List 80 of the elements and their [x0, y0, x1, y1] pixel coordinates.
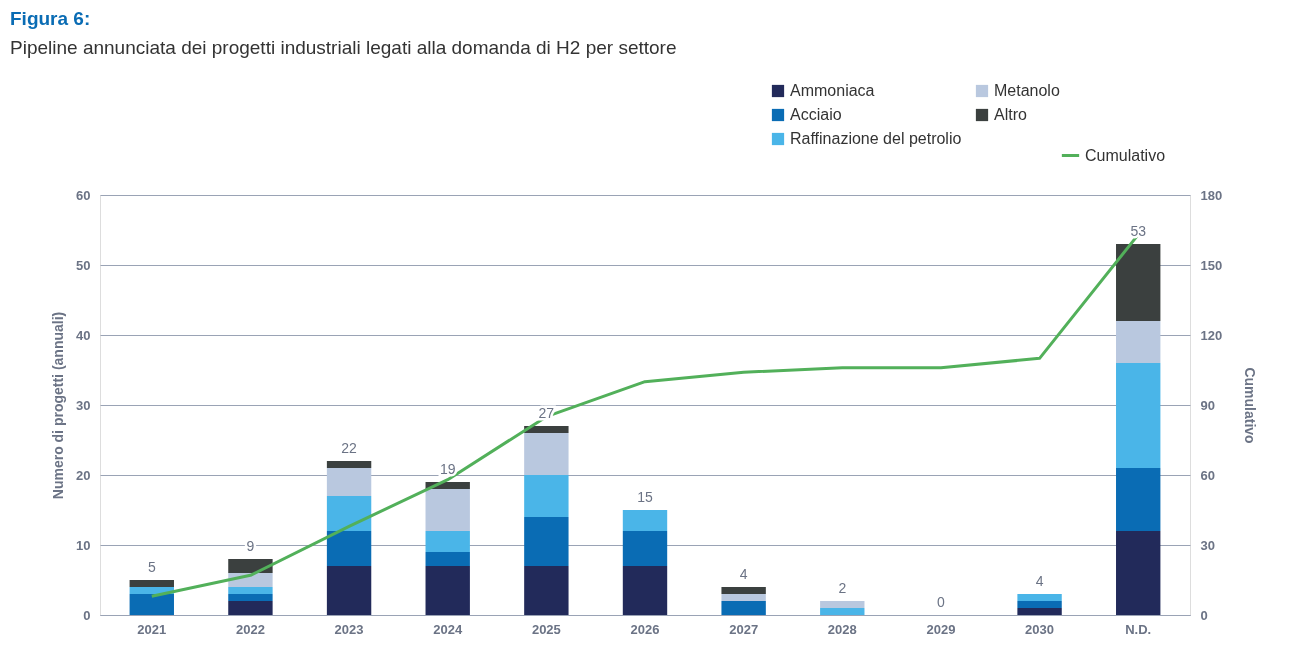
bar — [228, 587, 273, 594]
y2-tick-label: 150 — [1200, 257, 1223, 273]
bar — [524, 566, 569, 615]
bar — [820, 608, 865, 615]
bar — [228, 601, 273, 615]
bar — [1116, 321, 1161, 363]
x-tick-label: 2028 — [827, 621, 857, 637]
bar — [228, 559, 273, 573]
y-tick-label: 30 — [76, 397, 91, 413]
total-label: 4 — [1035, 573, 1044, 589]
chart-subtitle: Pipeline annunciata dei progetti industriali legati alla domanda di H2 per settore — [10, 37, 677, 58]
bar — [326, 531, 372, 566]
bar — [425, 489, 470, 531]
bar — [129, 580, 174, 587]
bar — [1017, 594, 1062, 601]
bar — [524, 426, 569, 433]
legend-label: Raffinazione del petrolio — [790, 130, 962, 147]
x-tick-label: 2025 — [531, 621, 561, 637]
bar — [622, 566, 668, 615]
bar — [524, 517, 569, 566]
total-label: 0 — [937, 594, 946, 610]
bar — [1116, 244, 1161, 321]
bar — [228, 594, 273, 601]
bar — [1116, 468, 1161, 531]
y2-tick-label: 90 — [1200, 397, 1215, 413]
legend-label: Ammoniaca — [790, 82, 875, 99]
y2-tick-label: 30 — [1200, 537, 1215, 553]
bar — [622, 510, 668, 531]
bar — [721, 587, 766, 594]
x-tick-label: 2026 — [630, 621, 660, 637]
total-label: 5 — [147, 559, 156, 575]
y-tick-label: 0 — [83, 607, 91, 623]
bar — [326, 496, 372, 531]
bar — [425, 531, 470, 552]
y-tick-label: 50 — [76, 257, 91, 273]
y2-tick-label: 0 — [1200, 607, 1208, 623]
bar — [524, 433, 569, 475]
x-tick-label: 2029 — [926, 621, 956, 637]
x-tick-label: N.D. — [1125, 621, 1152, 637]
bar — [820, 601, 865, 608]
x-tick-label: 2030 — [1025, 621, 1055, 637]
legend-label: Cumulativo — [1085, 146, 1166, 164]
bar — [425, 566, 470, 615]
y-tick-label: 20 — [76, 467, 91, 483]
y-tick-label: 40 — [76, 327, 91, 343]
total-label: 53 — [1130, 223, 1147, 239]
legend-label: Altro — [994, 106, 1027, 123]
x-tick-label: 2022 — [235, 621, 265, 637]
bar — [326, 566, 372, 615]
y2-tick-label: 60 — [1200, 467, 1215, 483]
y-tick-label: 10 — [76, 537, 91, 553]
bar — [1116, 531, 1161, 615]
bar — [721, 594, 766, 601]
bar — [1017, 601, 1062, 608]
y2-axis-title: Cumulativo — [1242, 367, 1259, 444]
bar — [1017, 608, 1062, 615]
x-tick-label: 2024 — [433, 621, 463, 637]
bar — [425, 552, 470, 566]
bar — [524, 475, 569, 517]
x-tick-label: 2021 — [137, 621, 167, 637]
total-label: 15 — [637, 489, 653, 505]
chart-title: Figura 6: — [10, 8, 91, 29]
y-tick-label: 60 — [76, 187, 91, 203]
x-tick-label: 2023 — [334, 621, 364, 637]
total-label: 2 — [838, 580, 847, 596]
bar — [129, 594, 174, 615]
total-label: 22 — [341, 440, 358, 456]
total-label: 19 — [439, 461, 456, 477]
y-axis-title: Numero di progetti (annuali) — [50, 311, 67, 500]
y2-tick-label: 120 — [1200, 327, 1223, 343]
bar — [326, 461, 372, 468]
total-label: 4 — [739, 566, 748, 582]
bar — [326, 468, 372, 496]
y2-tick-label: 180 — [1200, 187, 1223, 203]
legend-label: Metanolo — [994, 82, 1060, 99]
bar — [1116, 363, 1161, 468]
x-tick-label: 2027 — [729, 621, 759, 637]
legend-label: Acciaio — [790, 106, 842, 123]
bar — [721, 601, 766, 615]
bar — [622, 531, 668, 566]
